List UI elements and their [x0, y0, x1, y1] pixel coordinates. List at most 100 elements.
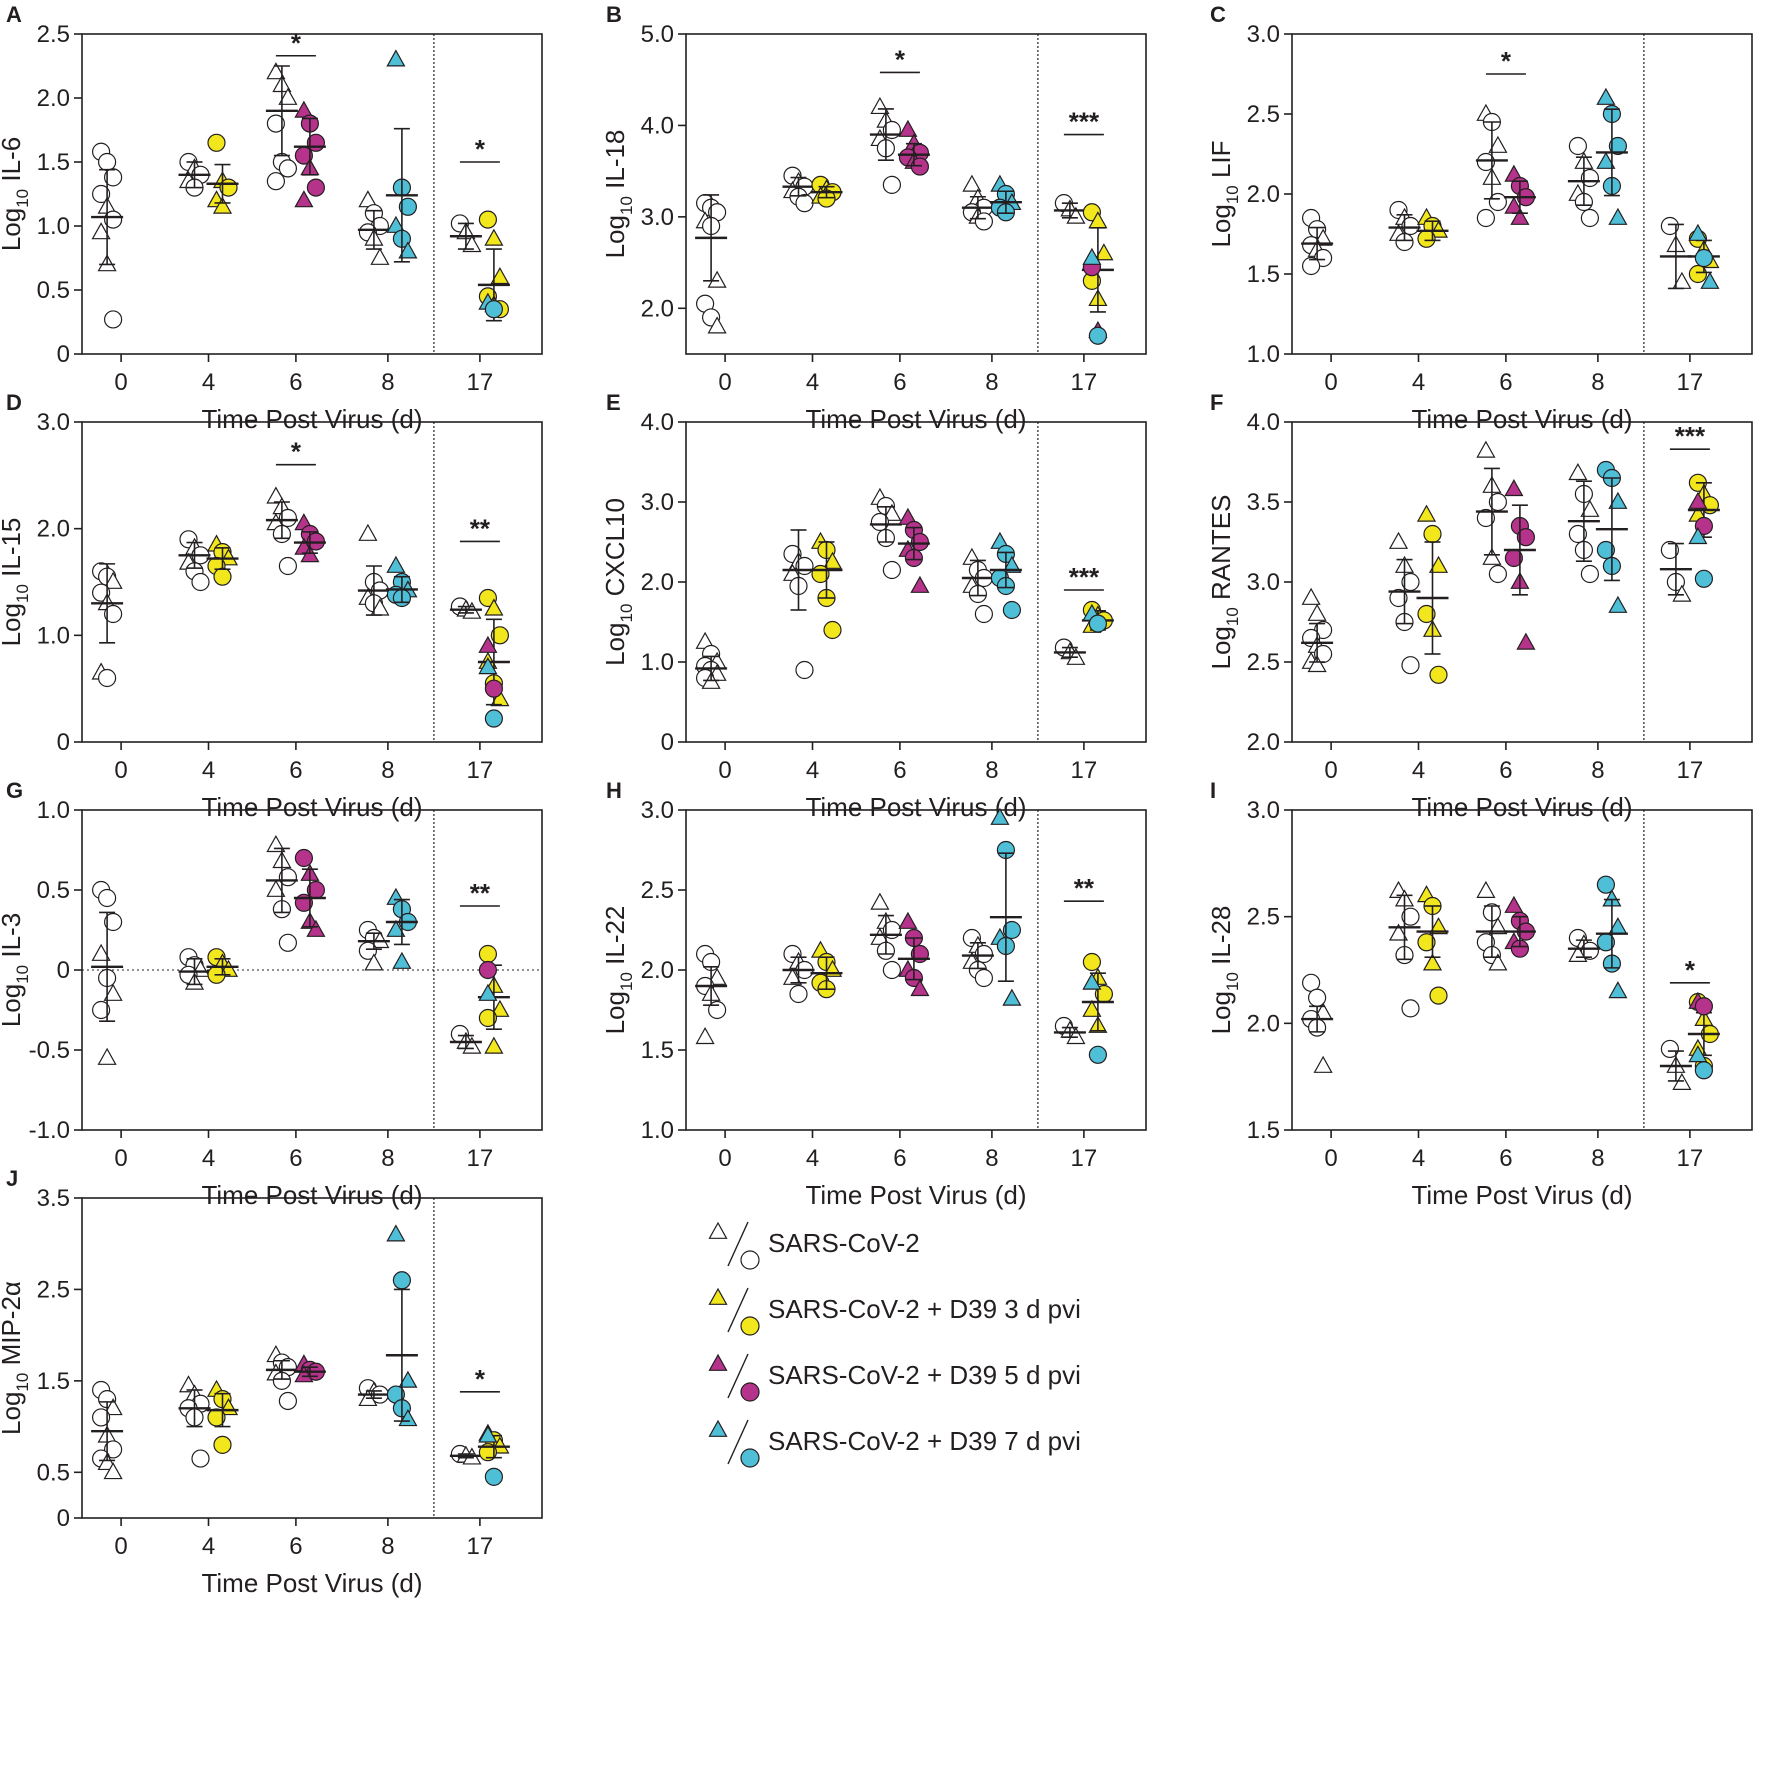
x-axis-title: Time Post Virus (d) [201, 1180, 422, 1210]
chart-panel-e: E 0 1.0 2.0 3.0 4.0 0 4 6 8 17 Time Post Virus (d) L… [600, 390, 1147, 822]
y-tick-label: 5.0 [641, 21, 674, 48]
data-point-circle [1660, 540, 1680, 560]
x-tick-label: 17 [1677, 1145, 1704, 1172]
y-tick-label: 3.0 [1247, 797, 1280, 824]
data-point-triangle [386, 919, 406, 937]
legend-triangle-icon [708, 1287, 728, 1305]
y-tick-label: 3.0 [1247, 569, 1280, 596]
x-tick-label: 6 [289, 757, 302, 784]
y-axis-title-sub: 10 [1223, 972, 1242, 991]
y-tick-label: 1.0 [37, 622, 70, 649]
y-tick-label: 2.5 [641, 877, 674, 904]
chart-panel-j: J 0 0.5 1.5 2.5 3.5 0 4 6 8 17 Time Post Virus (d) L… [0, 1166, 543, 1598]
panel-letter: B [606, 2, 622, 27]
x-tick-label: 6 [893, 369, 906, 396]
data-point-triangle [266, 486, 286, 504]
data-point-triangle [1504, 478, 1524, 497]
data-point-circle [1568, 524, 1588, 544]
data-point-triangle [478, 657, 498, 675]
data-point-triangle [370, 247, 390, 265]
data-point-circle [1301, 256, 1321, 276]
y-tick-label: 2.5 [1247, 649, 1280, 676]
panel-letter: F [1210, 390, 1223, 415]
panel-letter: G [6, 778, 23, 803]
x-tick-label: 8 [985, 757, 998, 784]
data-point-triangle [870, 892, 890, 910]
data-point-triangle [882, 503, 902, 521]
data-point-triangle [484, 1036, 504, 1054]
data-point-triangle [707, 316, 727, 334]
data-point-triangle [398, 241, 418, 259]
data-point-circle [882, 560, 902, 580]
x-tick-label: 17 [1071, 369, 1098, 396]
x-tick-label: 17 [1677, 757, 1704, 784]
y-tick-label: 1.0 [1247, 341, 1280, 368]
data-point-circle [392, 1271, 411, 1290]
data-point-circle [1401, 999, 1420, 1018]
y-axis-title-log: Log [0, 984, 26, 1027]
data-point-triangle [1700, 271, 1720, 289]
data-point-triangle [294, 1365, 314, 1383]
x-tick-label: 4 [202, 757, 215, 784]
y-axis-title-sub: 10 [13, 965, 32, 984]
data-point-triangle [490, 689, 510, 707]
data-point-triangle [1488, 917, 1508, 935]
data-point-circle [1401, 216, 1420, 236]
data-point-triangle [386, 555, 406, 573]
data-point-circle [490, 626, 509, 645]
data-point-triangle [1608, 207, 1628, 225]
x-axis-title: Time Post Virus (d) [1411, 1180, 1632, 1210]
data-point-circle [1389, 588, 1408, 608]
data-point-circle [1429, 986, 1448, 1005]
y-tick-label: 0 [661, 729, 674, 756]
y-axis-title-sub: 10 [13, 1373, 32, 1392]
data-point-triangle [1488, 135, 1508, 153]
legend-triangle-icon [708, 1419, 728, 1437]
x-tick-label: 6 [893, 1145, 906, 1172]
data-point-triangle [1580, 499, 1600, 517]
legend-item: SARS-CoV-2 + D39 7 d pvi [708, 1419, 1081, 1468]
legend-triangle-icon [708, 1353, 728, 1371]
data-point-circle [191, 572, 210, 592]
data-point-circle [478, 1443, 497, 1462]
y-axis-title-log: Log [1206, 204, 1236, 247]
legend-circle-icon [740, 1316, 760, 1336]
data-point-triangle [1504, 895, 1524, 913]
x-axis-title: Time Post Virus (d) [201, 792, 422, 822]
y-tick-label: 2.5 [37, 21, 70, 48]
legend: SARS-CoV-2 SARS-CoV-2 + D39 3 d pvi SARS-C… [708, 1221, 1081, 1468]
significance-label: *** [1675, 421, 1706, 451]
x-tick-label: 17 [467, 1145, 494, 1172]
x-tick-label: 8 [381, 1145, 394, 1172]
y-tick-label: 1.5 [1247, 1117, 1280, 1144]
data-point-circle [103, 1440, 123, 1459]
data-point-circle [910, 157, 930, 176]
x-tick-label: 17 [467, 369, 494, 396]
x-tick-label: 0 [1324, 1145, 1337, 1172]
data-point-triangle [1608, 981, 1628, 999]
x-tick-label: 4 [806, 1145, 819, 1172]
data-point-triangle [1672, 584, 1692, 602]
data-point-triangle [962, 174, 982, 192]
data-point-triangle [91, 222, 111, 240]
data-point-triangle [370, 930, 390, 949]
legend-circle-icon [740, 1382, 760, 1402]
x-tick-label: 4 [806, 757, 819, 784]
data-point-triangle [1422, 953, 1443, 971]
data-point-triangle [1516, 632, 1536, 650]
data-point-triangle [1510, 207, 1530, 225]
panel-letter: J [6, 1166, 18, 1191]
data-point-triangle [1066, 206, 1086, 224]
data-point-triangle [1388, 531, 1409, 549]
significance-label: * [475, 134, 486, 164]
data-point-circle [1082, 952, 1102, 972]
x-tick-label: 8 [985, 1145, 998, 1172]
x-tick-label: 0 [718, 757, 731, 784]
data-point-circle [306, 178, 325, 197]
y-axis-title-name: IL-22 [600, 906, 630, 973]
y-axis-title-sub: 10 [1223, 185, 1242, 204]
y-axis-title-name: IL-15 [0, 518, 26, 585]
data-point-circle [191, 1449, 210, 1468]
y-axis-title: Log10 IL-28 [1206, 906, 1242, 1035]
